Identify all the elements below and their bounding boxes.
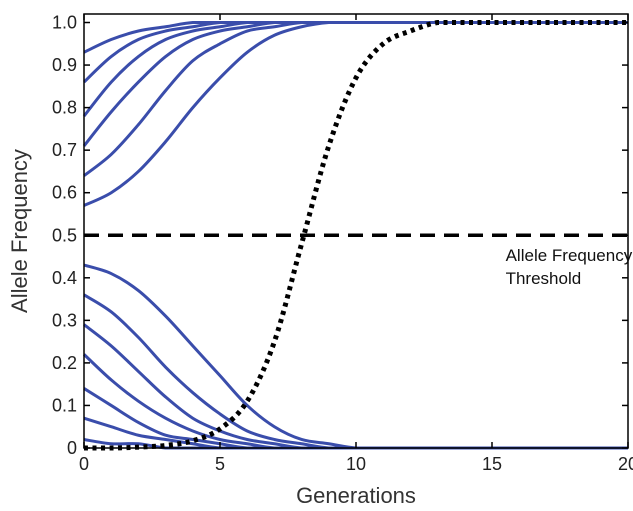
y-tick-label: 0.6	[52, 183, 77, 203]
y-tick-label: 0.9	[52, 55, 77, 75]
series-line-8	[83, 323, 628, 450]
x-tick-label: 0	[79, 454, 89, 474]
series-line-2	[82, 21, 628, 118]
series-line-1	[82, 21, 628, 84]
threshold-annotation-line-2: Threshold	[506, 269, 582, 288]
y-tick-label: 0.4	[52, 268, 77, 288]
ticks-group: 0 5 10 15 20 0 0.1 0.2 0.3 0.4 0.5 0.6 0.7 0.8 0.9 1.0	[52, 13, 633, 474]
y-tick-label: 0.7	[52, 140, 77, 160]
x-tick-label: 15	[482, 454, 502, 474]
y-axis-title: Allele Frequency	[7, 149, 32, 313]
series-line-4	[83, 21, 628, 177]
threshold-annotation-line-1: Allele Frequency	[506, 246, 633, 265]
y-tick-label: 0.8	[52, 98, 77, 118]
x-tick-label: 20	[618, 454, 633, 474]
series-line-5	[83, 21, 628, 207]
y-tick-label: 0	[67, 438, 77, 458]
series-line-dotted	[84, 20, 628, 451]
series-line-6	[83, 263, 628, 450]
y-tick-label: 0.1	[52, 395, 77, 415]
x-axis-title: Generations	[296, 483, 416, 508]
x-tick-label: 10	[346, 454, 366, 474]
y-tick-label: 0.3	[52, 310, 77, 330]
x-tick-label: 5	[215, 454, 225, 474]
y-tick-label: 0.2	[52, 353, 77, 373]
series-line-0	[83, 21, 628, 54]
y-tick-label: 1.0	[52, 13, 77, 33]
y-tick-label: 0.5	[52, 225, 77, 245]
